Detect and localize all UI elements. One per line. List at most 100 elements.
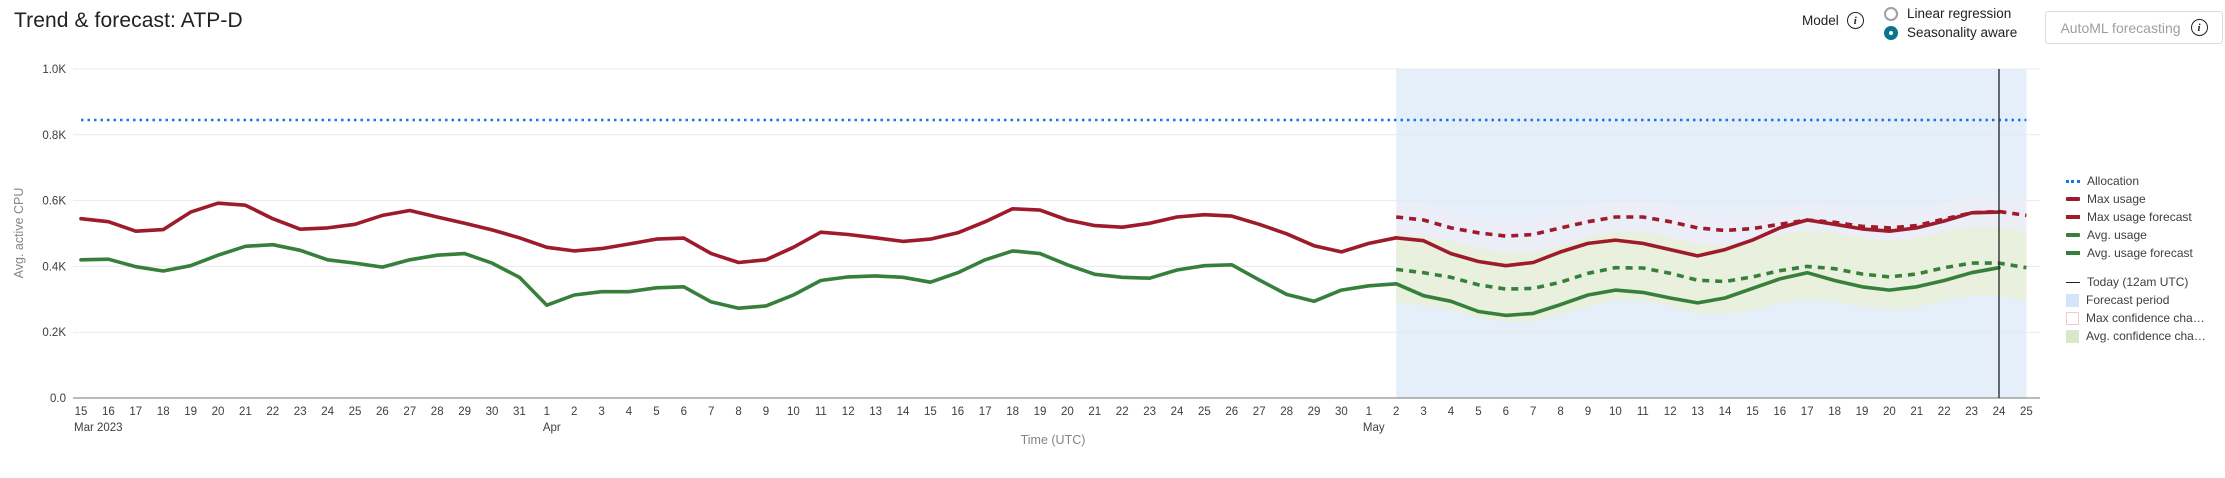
x-tick-label: 31: [513, 406, 526, 418]
forecast-period-region: [1396, 69, 2027, 398]
automl-forecasting-button[interactable]: AutoML forecasting: [2045, 11, 2223, 44]
x-tick-label: 29: [458, 406, 471, 418]
x-tick-label: 27: [403, 406, 416, 418]
legend-item-dashed-red[interactable]: Max usage forecast: [2066, 208, 2206, 226]
radio-seasonality-aware[interactable]: Seasonality aware: [1884, 23, 2017, 42]
x-tick-label: 13: [869, 406, 882, 418]
x-tick-label: 18: [1006, 406, 1019, 418]
x-axis-title: Time (UTC): [1021, 433, 1086, 447]
x-tick-label: 1: [1366, 406, 1372, 418]
y-tick-label: 0.0: [50, 393, 66, 405]
x-tick-label: 25: [1198, 406, 1211, 418]
month-label: Apr: [543, 422, 561, 434]
radio-icon: [1884, 25, 1898, 40]
x-tick-label: 23: [1143, 406, 1156, 418]
x-tick-label: 17: [979, 406, 992, 418]
legend-label: Today (12am UTC): [2087, 275, 2189, 289]
legend-label: Avg. usage forecast: [2087, 246, 2193, 260]
x-tick-label: 4: [626, 406, 633, 418]
x-tick-label: 18: [157, 406, 170, 418]
x-tick-label: 24: [321, 406, 334, 418]
x-tick-label: 24: [1993, 406, 2006, 418]
x-tick-label: 10: [1609, 406, 1622, 418]
x-tick-label: 7: [1530, 406, 1536, 418]
legend-label: Avg. confidence cha…: [2086, 329, 2206, 343]
x-tick-label: 3: [598, 406, 604, 418]
x-tick-label: 8: [735, 406, 741, 418]
today-line-swatch: [2066, 281, 2080, 283]
x-tick-label: 23: [294, 406, 307, 418]
x-tick-label: 30: [1335, 406, 1348, 418]
x-tick-label: 22: [266, 406, 279, 418]
legend-item-solid-red[interactable]: Max usage: [2066, 190, 2206, 208]
solid-red-swatch: [2066, 197, 2080, 201]
x-tick-label: 14: [897, 406, 910, 418]
x-tick-label: 3: [1420, 406, 1426, 418]
x-tick-label: 27: [1253, 406, 1266, 418]
solid-green-swatch: [2066, 233, 2080, 237]
legend-item-dashed-green[interactable]: Avg. usage forecast: [2066, 244, 2206, 262]
radio-label: Seasonality aware: [1907, 25, 2018, 40]
legend-item-blue-square[interactable]: Forecast period: [2066, 291, 2206, 309]
x-tick-label: 19: [184, 406, 197, 418]
legend-label: Avg. usage: [2087, 228, 2147, 242]
x-tick-label: 2: [571, 406, 577, 418]
x-tick-label: 30: [486, 406, 499, 418]
x-tick-label: 2: [1393, 406, 1399, 418]
x-tick-label: 16: [102, 406, 115, 418]
x-tick-label: 26: [1225, 406, 1238, 418]
model-radio-group: Linear regression Seasonality aware: [1884, 4, 2017, 42]
x-tick-label: 13: [1691, 406, 1704, 418]
x-tick-label: 22: [1938, 406, 1951, 418]
avg-confidence-band: [1396, 226, 2027, 322]
legend-label: Forecast period: [2086, 293, 2170, 307]
green-square-swatch: [2066, 329, 2079, 343]
x-tick-label: 21: [1910, 406, 1923, 418]
x-tick-label: 19: [1856, 406, 1869, 418]
model-control-group: Model: [1802, 12, 1864, 29]
x-tick-label: 5: [1475, 406, 1481, 418]
legend-label: Allocation: [2087, 174, 2140, 188]
x-tick-label: 17: [129, 406, 142, 418]
x-tick-label: 22: [1116, 406, 1129, 418]
legend-item-pink-square[interactable]: Max confidence cha…: [2066, 309, 2206, 327]
x-tick-label: 25: [2020, 406, 2033, 418]
x-tick-label: 20: [1883, 406, 1896, 418]
radio-linear-regression[interactable]: Linear regression: [1884, 4, 2017, 23]
max-usage-forecast-line: [1396, 209, 2027, 238]
x-tick-label: 11: [1637, 406, 1649, 418]
y-tick-label: 1.0K: [42, 64, 66, 76]
legend-item-solid-green[interactable]: Avg. usage: [2066, 226, 2206, 244]
avg-usage-forecast-line: [1395, 261, 2027, 291]
model-info-icon[interactable]: [1846, 12, 1864, 29]
blue-square-swatch: [2066, 293, 2079, 307]
x-tick-label: 6: [1503, 406, 1509, 418]
legend-item-today-line[interactable]: Today (12am UTC): [2066, 273, 2206, 291]
x-tick-label: 5: [653, 406, 659, 418]
x-tick-label: 20: [212, 406, 225, 418]
x-tick-label: 21: [239, 406, 252, 418]
x-tick-label: 28: [431, 406, 444, 418]
y-axis-title: Avg. active CPU: [12, 188, 26, 279]
x-tick-label: 24: [1171, 406, 1184, 418]
x-tick-label: 19: [1034, 406, 1047, 418]
x-tick-label: 29: [1308, 406, 1321, 418]
x-tick-label: 6: [681, 406, 687, 418]
x-tick-label: 25: [349, 406, 362, 418]
x-tick-label: 17: [1801, 406, 1814, 418]
dashed-red-swatch: [2066, 215, 2080, 219]
chart-legend: Allocation Max usage Max usage forecast Avg…: [2066, 172, 2206, 345]
legend-label: Max usage: [2087, 192, 2146, 206]
legend-label: Max usage forecast: [2087, 210, 2192, 224]
legend-label: Max confidence cha…: [2086, 311, 2205, 325]
x-tick-label: 23: [1965, 406, 1978, 418]
x-tick-label: 7: [708, 406, 714, 418]
max-usage-line: [79, 201, 2001, 268]
x-tick-label: 1: [544, 406, 550, 418]
x-tick-label: 15: [924, 406, 937, 418]
legend-item-green-square[interactable]: Avg. confidence cha…: [2066, 327, 2206, 345]
automl-info-icon[interactable]: [2190, 19, 2208, 36]
legend-item-dotted-blue[interactable]: Allocation: [2066, 172, 2206, 190]
